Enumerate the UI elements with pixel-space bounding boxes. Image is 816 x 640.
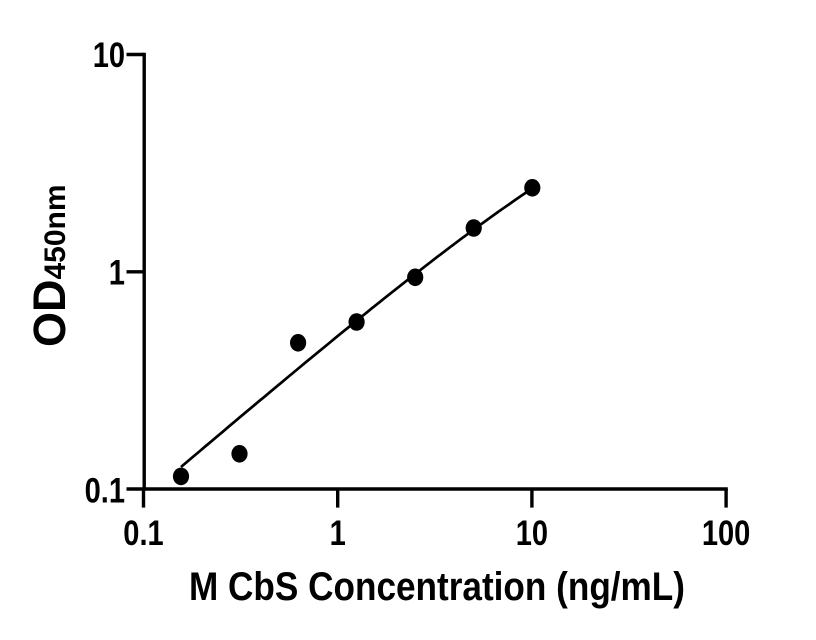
- svg-text:1: 1: [330, 514, 346, 553]
- svg-text:10: 10: [516, 514, 548, 553]
- svg-text:0.1: 0.1: [85, 472, 125, 511]
- svg-text:100: 100: [702, 514, 751, 553]
- svg-text:1: 1: [109, 254, 125, 293]
- svg-text:10: 10: [93, 36, 125, 75]
- svg-text:M CbS Concentration (ng/mL): M CbS Concentration (ng/mL): [189, 565, 685, 609]
- svg-text:0.1: 0.1: [123, 514, 163, 553]
